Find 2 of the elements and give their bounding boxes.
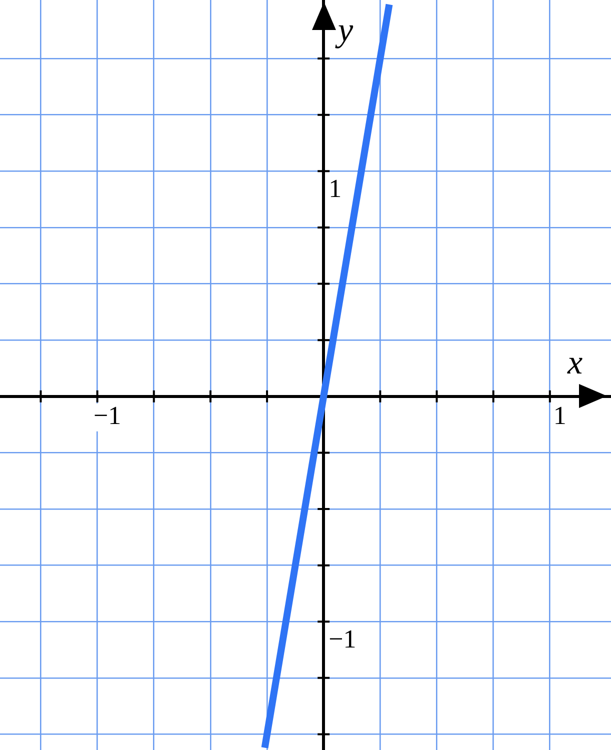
y-axis-title: y: [335, 12, 354, 49]
x-axis-title: x: [566, 344, 583, 382]
